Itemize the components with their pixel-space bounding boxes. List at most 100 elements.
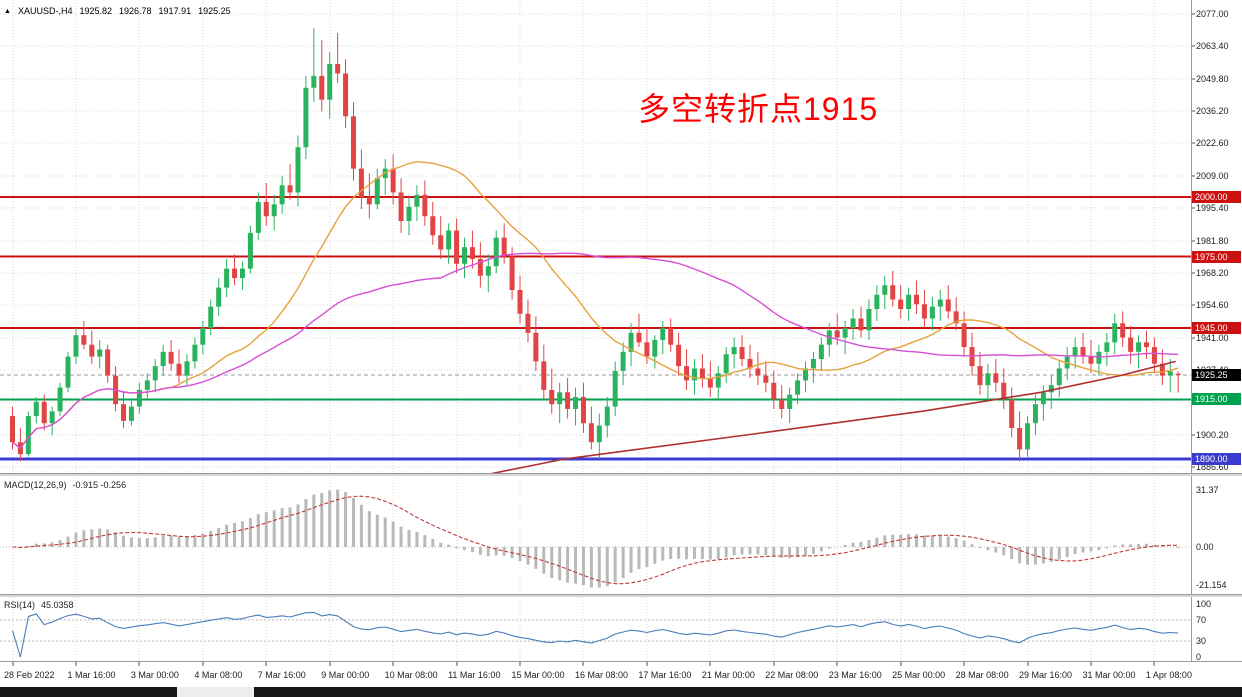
time-axis-label: 29 Mar 16:00: [1019, 670, 1073, 680]
candle: [763, 361, 769, 393]
grid-layer: [0, 0, 1195, 666]
candle: [691, 358, 697, 395]
candles-layer: [10, 28, 1181, 462]
candle: [612, 361, 618, 417]
rsi-scale-label: 30: [1196, 636, 1207, 647]
price-axis-label: 1900.20: [1196, 429, 1229, 440]
taskbar-strip[interactable]: [0, 687, 1242, 697]
time-axis-label: 23 Mar 16:00: [828, 670, 882, 680]
candle: [509, 247, 515, 300]
candle: [1096, 344, 1102, 376]
candle: [723, 347, 729, 383]
candle: [208, 299, 214, 336]
candle: [1120, 311, 1126, 348]
candle: [699, 354, 705, 388]
candle: [739, 335, 745, 367]
candle: [1048, 375, 1054, 409]
candle: [192, 337, 198, 369]
rsi-scale-label: 0: [1196, 652, 1202, 662]
price-level-badge: 1975.00: [1192, 250, 1241, 263]
candle: [874, 285, 880, 321]
candle: [977, 351, 983, 395]
candle: [890, 270, 896, 307]
candle: [573, 387, 579, 426]
candle: [588, 406, 594, 450]
candle: [279, 175, 285, 214]
price-level-badge: 1890.00: [1192, 452, 1241, 465]
time-axis-label: 1 Mar 16:00: [67, 670, 116, 680]
candle: [438, 216, 444, 260]
candle: [73, 328, 79, 364]
macd-layer: [0, 489, 1191, 588]
candle: [929, 297, 935, 331]
candle: [1056, 361, 1062, 398]
time-axis-label: 28 Mar 08:00: [955, 670, 1009, 680]
candle: [454, 218, 460, 274]
annotation-text[interactable]: 多空转折点1915: [638, 91, 879, 127]
candle: [779, 385, 785, 419]
candle: [541, 344, 547, 400]
candle: [493, 230, 499, 274]
candle: [1159, 349, 1165, 386]
candle: [382, 159, 388, 195]
candle: [937, 289, 943, 321]
candle: [517, 275, 523, 324]
rsi-layer: [0, 611, 1191, 658]
price-axis-label: 1995.40: [1196, 203, 1229, 214]
candle: [1112, 313, 1118, 355]
current-price-badge: 1925.25: [1192, 369, 1241, 382]
candle: [295, 135, 301, 207]
taskbar-app-button[interactable]: [177, 687, 254, 697]
panel-splitter-rsi[interactable]: [0, 594, 1242, 597]
candle: [41, 394, 47, 431]
candle: [676, 332, 682, 376]
sma-mid-magenta: [12, 252, 1179, 450]
candle: [152, 358, 158, 393]
time-axis-label: 21 Mar 00:00: [701, 670, 755, 680]
candle: [652, 335, 658, 369]
candle: [200, 320, 206, 355]
time-axis-label: 9 Mar 00:00: [321, 670, 370, 680]
candle: [533, 316, 539, 371]
price-level-badge: 1915.00: [1192, 393, 1241, 406]
symbol-label: XAUUSD-,H4: [17, 6, 73, 16]
candle: [501, 223, 507, 264]
panel-splitter-macd[interactable]: [0, 473, 1242, 476]
candle: [858, 306, 864, 338]
candle: [580, 382, 586, 433]
candle: [113, 366, 119, 412]
candle: [366, 173, 372, 219]
candle: [358, 149, 364, 210]
price-axis-label: 1941.00: [1196, 332, 1229, 343]
collapse-arrow-icon[interactable]: ▲: [4, 7, 11, 15]
candle: [715, 366, 721, 400]
candle: [263, 182, 269, 226]
candle: [898, 285, 904, 319]
candle: [335, 33, 341, 83]
candle: [422, 180, 428, 226]
time-axis-label: 7 Mar 16:00: [257, 670, 306, 680]
price-axis-label: 2009.00: [1196, 170, 1229, 181]
candle: [414, 185, 420, 221]
candle: [287, 163, 293, 200]
price-axis-label: 2077.00: [1196, 9, 1229, 19]
candle: [121, 392, 127, 428]
candle: [65, 351, 71, 393]
candle: [914, 280, 920, 314]
candle: [660, 320, 666, 355]
candle: [668, 318, 674, 352]
candle: [485, 254, 491, 293]
candle: [232, 254, 238, 286]
time-axis-separator: [0, 661, 1242, 662]
candle: [596, 413, 602, 459]
candle: [469, 230, 475, 269]
candle: [105, 344, 111, 383]
candle: [787, 387, 793, 424]
candle: [866, 299, 872, 340]
candle: [549, 368, 555, 414]
price-axis-separator[interactable]: [1191, 0, 1192, 662]
price-axis-label: 2063.40: [1196, 41, 1229, 52]
candle: [327, 52, 333, 119]
candle: [406, 197, 412, 236]
